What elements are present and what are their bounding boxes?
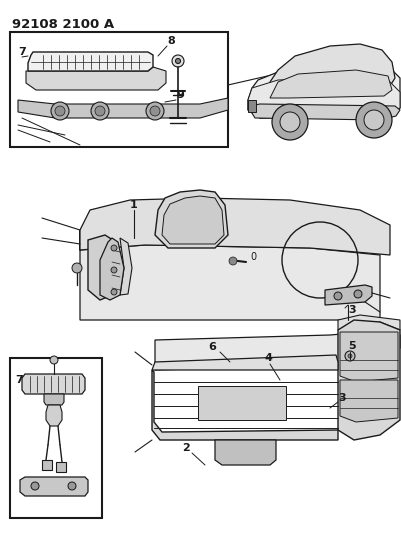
Bar: [10, 358, 102, 518]
Polygon shape: [215, 440, 275, 465]
Polygon shape: [337, 315, 399, 330]
Circle shape: [229, 257, 237, 265]
Circle shape: [172, 55, 184, 67]
Circle shape: [355, 102, 391, 138]
Polygon shape: [269, 70, 391, 98]
Circle shape: [279, 112, 299, 132]
Polygon shape: [42, 460, 52, 470]
Circle shape: [91, 102, 109, 120]
Circle shape: [111, 267, 117, 273]
Polygon shape: [155, 330, 399, 370]
Text: 6: 6: [207, 342, 215, 352]
Polygon shape: [88, 235, 118, 300]
Circle shape: [72, 263, 82, 273]
Text: 5: 5: [347, 341, 355, 351]
Text: 0: 0: [249, 252, 255, 262]
Polygon shape: [249, 104, 399, 120]
Polygon shape: [247, 78, 399, 118]
Polygon shape: [339, 380, 397, 422]
Polygon shape: [100, 238, 124, 300]
Circle shape: [175, 59, 180, 63]
Circle shape: [111, 245, 117, 251]
Circle shape: [95, 106, 105, 116]
Text: 3: 3: [347, 305, 355, 315]
Bar: [198, 386, 285, 420]
Circle shape: [353, 290, 361, 298]
Circle shape: [55, 106, 65, 116]
Text: 2: 2: [182, 443, 189, 453]
Circle shape: [363, 110, 383, 130]
Circle shape: [51, 102, 69, 120]
Polygon shape: [120, 238, 132, 295]
Polygon shape: [247, 64, 399, 118]
Polygon shape: [267, 44, 394, 100]
Circle shape: [344, 351, 354, 361]
Circle shape: [150, 106, 160, 116]
Polygon shape: [162, 196, 223, 244]
Polygon shape: [20, 477, 88, 496]
Polygon shape: [44, 394, 64, 405]
Circle shape: [31, 482, 39, 490]
Text: 7: 7: [15, 375, 23, 385]
Polygon shape: [152, 370, 337, 440]
Bar: [10, 32, 227, 147]
Text: 1: 1: [130, 200, 138, 210]
Polygon shape: [18, 98, 227, 118]
Circle shape: [347, 354, 351, 358]
Circle shape: [111, 289, 117, 295]
Text: 4: 4: [264, 353, 272, 363]
Polygon shape: [46, 405, 62, 426]
Polygon shape: [28, 52, 153, 71]
Text: 9: 9: [176, 90, 183, 100]
Circle shape: [333, 292, 341, 300]
Polygon shape: [337, 320, 399, 440]
Circle shape: [50, 356, 58, 364]
Polygon shape: [22, 374, 85, 394]
Polygon shape: [80, 230, 379, 320]
Circle shape: [68, 482, 76, 490]
Polygon shape: [155, 190, 227, 248]
Polygon shape: [152, 355, 337, 370]
Text: 8: 8: [166, 36, 174, 46]
Bar: [247, 100, 255, 112]
Text: 92108 2100 A: 92108 2100 A: [12, 18, 114, 31]
Polygon shape: [339, 332, 397, 382]
Circle shape: [271, 104, 307, 140]
Polygon shape: [324, 285, 371, 305]
Text: 7: 7: [18, 47, 26, 57]
Polygon shape: [56, 462, 66, 472]
Text: 3: 3: [337, 393, 345, 403]
Polygon shape: [26, 67, 166, 90]
Polygon shape: [80, 198, 389, 255]
Circle shape: [146, 102, 164, 120]
